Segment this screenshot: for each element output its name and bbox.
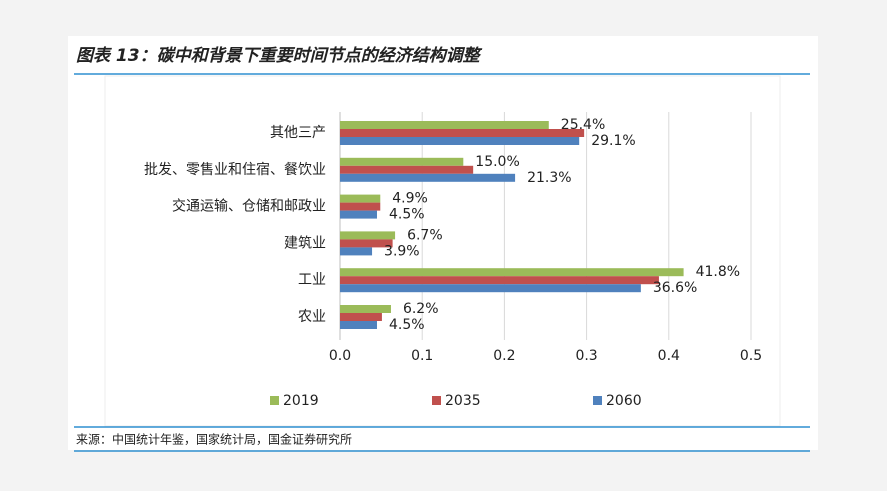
bar [340, 231, 396, 240]
bar [340, 129, 585, 137]
bar [340, 276, 659, 285]
bar [340, 194, 381, 203]
bar [340, 157, 464, 166]
data-label: 36.6% [653, 280, 697, 296]
bar [340, 137, 580, 145]
bar [340, 305, 391, 313]
x-tick-label: 0.5 [740, 348, 762, 364]
y-tick-label: 建筑业 [284, 235, 326, 251]
bar [340, 173, 516, 182]
bar [340, 239, 393, 248]
data-label: 21.3% [527, 170, 571, 186]
y-tick-label: 农业 [298, 309, 326, 325]
y-tick-label: 交通运输、仓储和邮政业 [172, 198, 326, 215]
data-label: 4.9% [392, 191, 428, 207]
bar [340, 268, 684, 277]
legend-label: 2035 [445, 393, 481, 409]
data-label: 41.8% [696, 264, 740, 280]
bar [340, 121, 549, 129]
y-tick-label: 其他三产 [270, 125, 326, 141]
data-label: 6.7% [407, 227, 443, 243]
bar [340, 165, 474, 174]
y-tick-label: 工业 [298, 272, 326, 288]
x-tick-label: 0.0 [329, 348, 351, 364]
source: 来源：中国统计年鉴，国家统计局，国金证券研究所 [76, 432, 352, 447]
x-tick-label: 0.3 [575, 348, 597, 364]
bar [340, 210, 377, 219]
bar [340, 247, 373, 256]
data-label: 4.5% [389, 317, 425, 333]
data-label: 4.5% [389, 207, 425, 223]
x-tick-label: 0.4 [658, 348, 680, 364]
data-label: 6.2% [403, 301, 439, 317]
legend-label: 2019 [283, 393, 319, 409]
legend-swatch [593, 396, 602, 405]
bar [340, 202, 381, 211]
chart-title: 图表 13：碳中和背景下重要时间节点的经济结构调整 [76, 46, 483, 66]
bar [340, 313, 382, 321]
legend-swatch [270, 396, 279, 405]
bar [340, 321, 377, 329]
y-tick-label: 批发、零售业和住宿、餐饮业 [144, 161, 326, 178]
data-label: 3.9% [384, 243, 420, 259]
x-tick-label: 0.1 [411, 348, 433, 364]
x-tick-label: 0.2 [493, 348, 515, 364]
bar [340, 284, 641, 293]
legend-label: 2060 [606, 393, 642, 409]
legend-swatch [432, 396, 441, 405]
data-label: 29.1% [591, 133, 635, 149]
data-label: 15.0% [475, 154, 519, 170]
